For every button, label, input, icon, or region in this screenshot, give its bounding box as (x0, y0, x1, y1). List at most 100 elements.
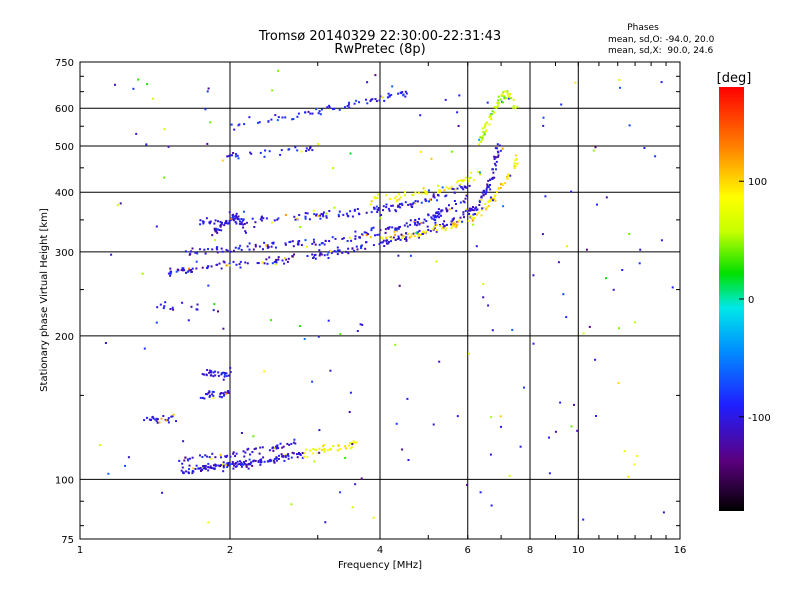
echo-point (416, 200, 419, 203)
echo-point (473, 213, 476, 215)
echo-point (220, 229, 223, 232)
echo-point (188, 468, 190, 471)
echo-point (446, 209, 449, 212)
echo-point (478, 199, 481, 202)
echo-point (306, 212, 309, 215)
echo-point (441, 227, 444, 230)
echo-point (216, 251, 219, 254)
echo-point (186, 270, 189, 273)
echo-point (402, 235, 405, 238)
echo-point (327, 319, 330, 322)
echo-point (232, 213, 235, 216)
x-tick-label: 8 (527, 545, 533, 556)
echo-point (500, 93, 503, 96)
echo-point (491, 329, 494, 332)
echo-point (428, 200, 430, 203)
echo-point (165, 419, 168, 422)
echo-point (160, 417, 163, 420)
echo-point (394, 227, 397, 230)
echo-point (298, 214, 301, 216)
echo-point (445, 186, 448, 189)
echo-point (189, 269, 192, 271)
echo-point (380, 241, 383, 244)
echo-point (471, 218, 474, 221)
echo-point (494, 147, 497, 150)
echo-point (293, 438, 296, 441)
echo-point (337, 213, 340, 216)
echo-point (275, 456, 278, 459)
echo-point (331, 236, 334, 239)
echo-point (263, 262, 266, 265)
echo-point (379, 95, 382, 98)
echo-point (262, 456, 265, 459)
echo-point (353, 102, 356, 105)
echo-point (506, 90, 509, 93)
echo-point (494, 164, 497, 167)
echo-point (397, 193, 400, 196)
echo-point (369, 100, 372, 102)
echo-point (231, 154, 233, 157)
echo-point (206, 393, 209, 396)
echo-point (323, 243, 326, 246)
echo-point (541, 233, 544, 236)
echo-point (305, 147, 308, 150)
echo-point (488, 116, 491, 118)
echo-point (490, 504, 493, 507)
echo-point (433, 196, 436, 199)
echo-point (229, 366, 232, 369)
echo-point (156, 306, 159, 309)
echo-point (494, 194, 497, 197)
echo-point (217, 371, 220, 374)
echo-point (204, 454, 207, 457)
echo-point (399, 206, 402, 209)
echo-point (514, 165, 517, 168)
echo-point (280, 453, 283, 456)
echo-point (605, 196, 608, 199)
echo-point (497, 154, 500, 157)
echo-point (366, 81, 369, 84)
echo-point (284, 243, 287, 246)
echo-point (387, 207, 390, 210)
echo-point (378, 243, 381, 245)
y-tick-label: 600 (55, 104, 74, 115)
echo-point (259, 463, 262, 466)
echo-point (444, 195, 447, 198)
echo-point (493, 106, 496, 109)
echo-point (335, 250, 338, 253)
echo-point (207, 265, 209, 268)
echo-point (197, 467, 200, 470)
echo-point (405, 236, 408, 239)
echo-point (478, 201, 481, 203)
echo-point (467, 209, 470, 212)
echo-point (399, 238, 402, 241)
echo-point (467, 177, 470, 180)
echo-point (452, 221, 455, 224)
echo-point (146, 416, 148, 419)
echo-point (281, 455, 284, 458)
echo-point (448, 208, 451, 211)
echo-point (110, 253, 113, 256)
echo-point (450, 223, 452, 226)
echo-point (255, 447, 257, 450)
echo-point (370, 229, 373, 232)
echo-point (250, 461, 253, 464)
echo-point (500, 425, 502, 428)
echo-point (326, 106, 329, 109)
echo-point (416, 235, 419, 238)
x-tick-label: 6 (465, 545, 471, 556)
echo-point (485, 208, 488, 211)
echo-point (385, 194, 388, 197)
echo-point (207, 462, 210, 465)
echo-point (515, 158, 518, 160)
echo-point (358, 101, 360, 104)
echo-point (351, 506, 354, 509)
colorbar-tick-label: 100 (748, 177, 767, 188)
echo-point (433, 227, 436, 230)
echo-point (235, 212, 238, 215)
echo-point (195, 260, 198, 263)
echo-point (314, 253, 317, 256)
echo-point (388, 226, 391, 229)
echo-point (350, 239, 353, 242)
echo-point (417, 233, 420, 236)
echo-point (338, 249, 341, 252)
